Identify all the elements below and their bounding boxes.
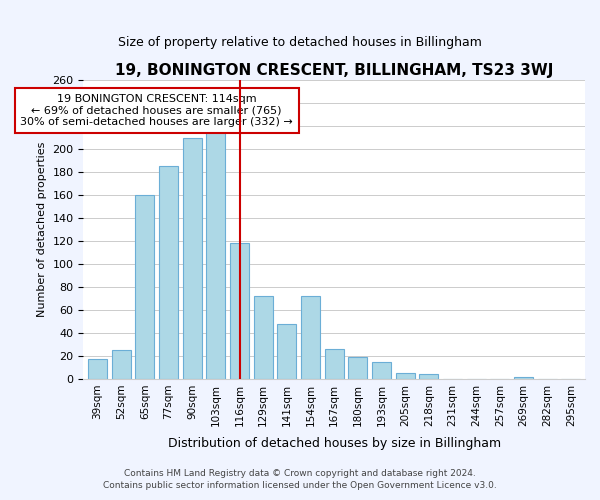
Bar (301, 296, 320, 379)
Bar (159, 166, 178, 379)
Text: Contains HM Land Registry data © Crown copyright and database right 2024.
Contai: Contains HM Land Registry data © Crown c… (103, 468, 497, 490)
Bar (349, 357, 367, 379)
Bar (206, 132, 226, 379)
Bar (325, 349, 344, 379)
Bar (277, 324, 296, 379)
Bar (254, 296, 272, 379)
Text: 19 BONINGTON CRESCENT: 114sqm
← 69% of detached houses are smaller (765)
30% of : 19 BONINGTON CRESCENT: 114sqm ← 69% of d… (20, 94, 293, 127)
Bar (372, 362, 391, 379)
Text: Size of property relative to detached houses in Billingham: Size of property relative to detached ho… (118, 36, 482, 49)
X-axis label: Distribution of detached houses by size in Billingham: Distribution of detached houses by size … (167, 437, 501, 450)
Bar (514, 376, 533, 379)
Bar (136, 195, 154, 379)
Bar (183, 138, 202, 379)
Title: 19, BONINGTON CRESCENT, BILLINGHAM, TS23 3WJ: 19, BONINGTON CRESCENT, BILLINGHAM, TS23… (115, 62, 553, 78)
Bar (396, 373, 415, 379)
Bar (419, 374, 438, 379)
Bar (230, 244, 249, 379)
Bar (112, 350, 131, 379)
Y-axis label: Number of detached properties: Number of detached properties (37, 142, 47, 317)
Bar (88, 360, 107, 379)
